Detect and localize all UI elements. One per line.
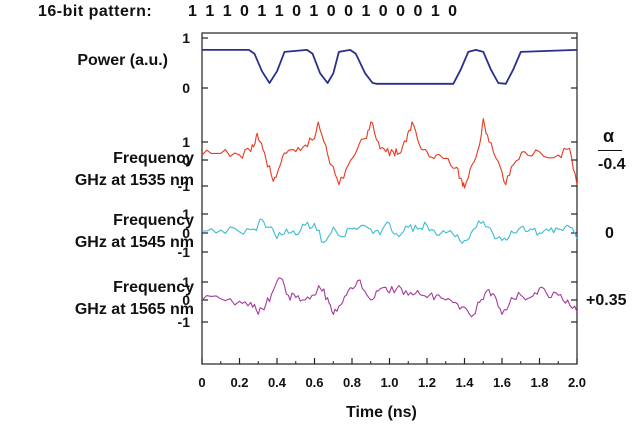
alpha-value-1545: 0	[605, 225, 614, 242]
alpha-header: α	[603, 126, 615, 146]
x-tick-label: 0.6	[305, 375, 323, 390]
series-line-4	[201, 277, 578, 318]
x-tick-label: 1.0	[380, 375, 398, 390]
series-group: 1 0 1 0 -1 1 0 -1 1 0 -1	[178, 30, 578, 330]
x-tick-label: 0	[198, 375, 205, 390]
x-ticks: 0 0.2 0.4 0.6 0.8 1.0 1.2 1.4 1.6 1.8 2.0	[198, 358, 586, 390]
alpha-header-rule	[598, 150, 622, 151]
panel-label-1535-line-1: Frequency	[113, 150, 194, 167]
y-tick-label: -1	[178, 314, 191, 330]
panel-label-1545-line-1: Frequency	[113, 212, 194, 229]
panel-label-1565-line-1: Frequency	[113, 279, 194, 296]
x-tick-label: 0.4	[268, 375, 287, 390]
y-tick-label: 1	[182, 206, 190, 222]
alpha-value-1565: +0.35	[586, 292, 627, 309]
panel-label-1535-line-2: GHz at 1535 nm	[74, 172, 194, 189]
panel-label-1545: Frequency GHz at 1545 nm	[75, 210, 194, 254]
panel-label-1545-line-2: GHz at 1545 nm	[74, 234, 194, 251]
y-tick-label: 0	[182, 80, 190, 96]
y-tick-label: 1	[182, 30, 190, 46]
x-tick-label: 0.8	[343, 375, 361, 390]
pattern-bits: 1 1 1 0 1 1 0 1 0 0 1 0 0 0 1 0	[188, 3, 458, 20]
y-tick-label: 0	[182, 225, 190, 241]
y-tick-label: -1	[178, 244, 191, 260]
series-line-3	[202, 218, 578, 244]
y-tick-label: 1	[182, 134, 190, 150]
y-tick-label: 0	[182, 152, 190, 168]
x-tick-label: 0.2	[230, 375, 248, 390]
x-axis-label: Time (ns)	[346, 404, 417, 421]
pattern-label: 16-bit pattern:	[38, 3, 153, 20]
y-tick-label: 1	[182, 274, 190, 290]
panel-label-1565: Frequency GHz at 1565 nm	[75, 277, 194, 321]
panel-label-1565-line-2: GHz at 1565 nm	[74, 301, 194, 318]
series-line-1	[202, 49, 578, 85]
panel-label-power: Power (a.u.)	[77, 50, 168, 72]
panel-label-1535: Frequency GHz at 1535 nm	[75, 148, 194, 192]
x-tick-label: 1.4	[455, 375, 474, 390]
x-tick-label: 2.0	[568, 375, 586, 390]
y-tick-label: -1	[178, 178, 191, 194]
series-line-2	[201, 118, 578, 189]
panel-label-power-line-1: Power (a.u.)	[77, 52, 168, 69]
x-tick-label: 1.6	[493, 375, 511, 390]
x-tick-label: 1.2	[418, 375, 436, 390]
x-tick-label: 1.8	[530, 375, 548, 390]
y-tick-label: 0	[182, 292, 190, 308]
alpha-value-1535: -0.4	[598, 156, 626, 173]
